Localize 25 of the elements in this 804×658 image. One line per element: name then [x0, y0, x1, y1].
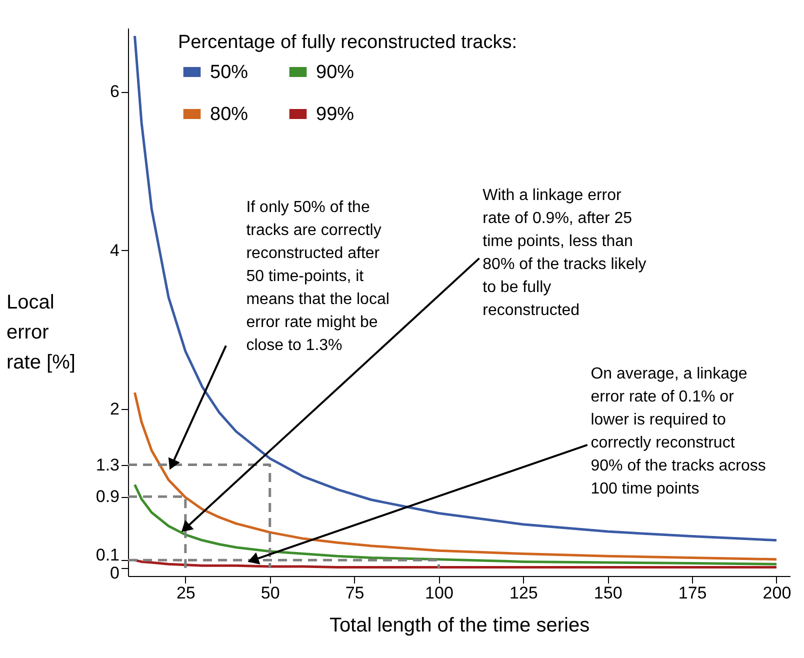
x-tick-label: 200 — [762, 584, 792, 602]
y-tick-label: 4 — [110, 240, 120, 260]
x-tick-label: 75 — [345, 584, 364, 602]
y-tick-label: 0 — [110, 564, 120, 583]
legend-label: 50% — [210, 62, 248, 83]
y-tick-label: 0.9 — [96, 487, 120, 506]
legend-label: 90% — [316, 62, 354, 83]
x-axis-title: Total length of the time series — [329, 614, 590, 636]
legend-title: Percentage of fully reconstructed tracks: — [178, 32, 517, 53]
annotation: If only 50% of the tracks are correctly reconstructed after 50 time-points, it means that the local error rate might be close to 1.3% — [246, 198, 390, 354]
x-tick-label: 175 — [678, 584, 707, 602]
y-tick-label: 0.1 — [96, 546, 120, 565]
x-tick-label: 50 — [260, 584, 280, 602]
y-tick-label: 2 — [110, 400, 120, 419]
legend-label: 99% — [316, 104, 354, 125]
legend-label: 80% — [210, 104, 248, 125]
x-tick-label: 100 — [425, 584, 454, 602]
x-tick-label: 25 — [176, 584, 196, 602]
annotation: On average, a linkage error rate of 0.1% or lower is required to correctly reconstruct 90% of the tracks across 100 time points — [590, 366, 766, 498]
x-tick-label: 150 — [594, 584, 622, 602]
y-tick-label: 1.3 — [96, 455, 120, 474]
y-tick-label: 6 — [110, 82, 120, 102]
y-axis-title: Local error rate [%] — [6, 292, 76, 374]
annotation: With a linkage error rate of 0.9%, after 25 time points, less than 80% of the tracks likely to be fully reconstructed — [482, 186, 646, 319]
x-tick-label: 125 — [509, 584, 538, 602]
